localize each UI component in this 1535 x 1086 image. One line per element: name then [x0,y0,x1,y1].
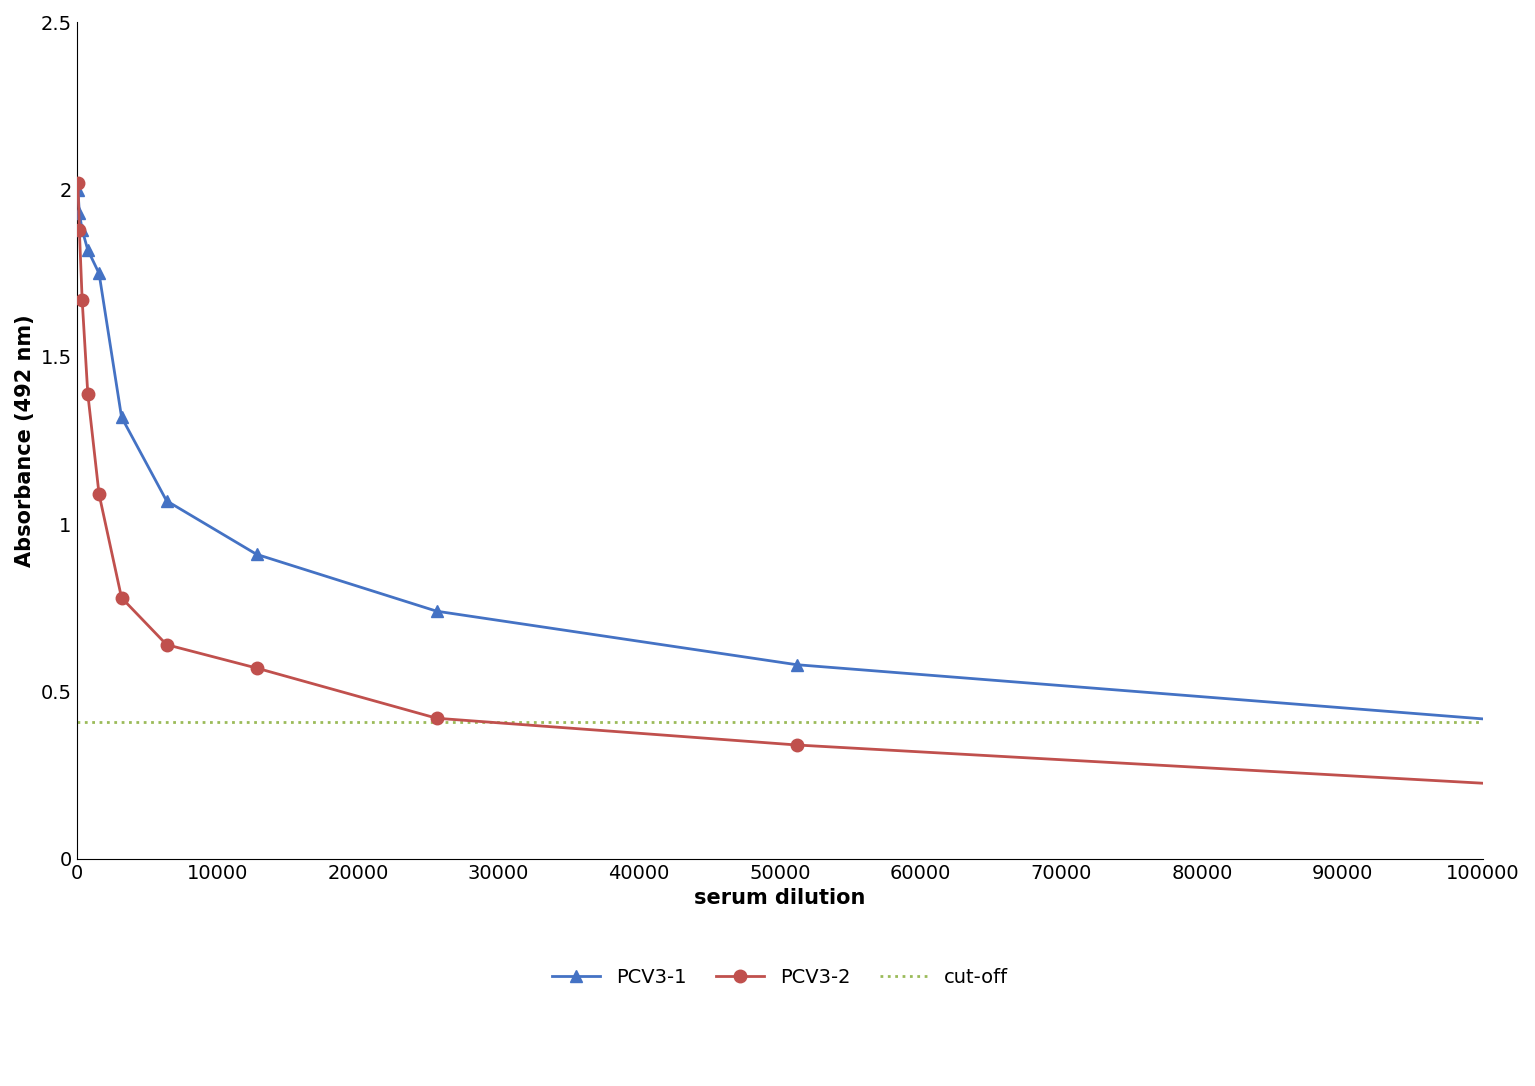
X-axis label: serum dilution: serum dilution [694,888,866,908]
PCV3-2 [78,388,97,401]
Line: PCV3-1: PCV3-1 [72,184,1523,728]
PCV3-2 [247,661,266,674]
PCV3-2 [69,177,87,190]
PCV3-1 [112,411,130,424]
PCV3-2 [158,639,177,652]
PCV3-1 [69,184,87,197]
cut-off [68,715,86,728]
PCV3-2 [1507,779,1526,792]
PCV3-2 [91,488,109,501]
PCV3-1 [158,494,177,507]
PCV3-1 [1507,715,1526,728]
PCV3-2 [427,711,445,724]
PCV3-1 [427,605,445,618]
PCV3-2 [112,591,130,604]
PCV3-1 [71,206,89,219]
PCV3-2 [787,738,806,752]
PCV3-2 [71,224,89,237]
PCV3-1 [91,267,109,280]
PCV3-1 [787,658,806,671]
PCV3-1 [78,243,97,256]
Y-axis label: Absorbance (492 nm): Absorbance (492 nm) [15,314,35,567]
cut-off [68,715,86,728]
Line: PCV3-2: PCV3-2 [72,177,1523,792]
PCV3-1 [74,224,92,237]
PCV3-1 [247,547,266,560]
Legend: PCV3-1, PCV3-2, cut-off: PCV3-1, PCV3-2, cut-off [543,960,1016,995]
PCV3-2 [74,293,92,306]
